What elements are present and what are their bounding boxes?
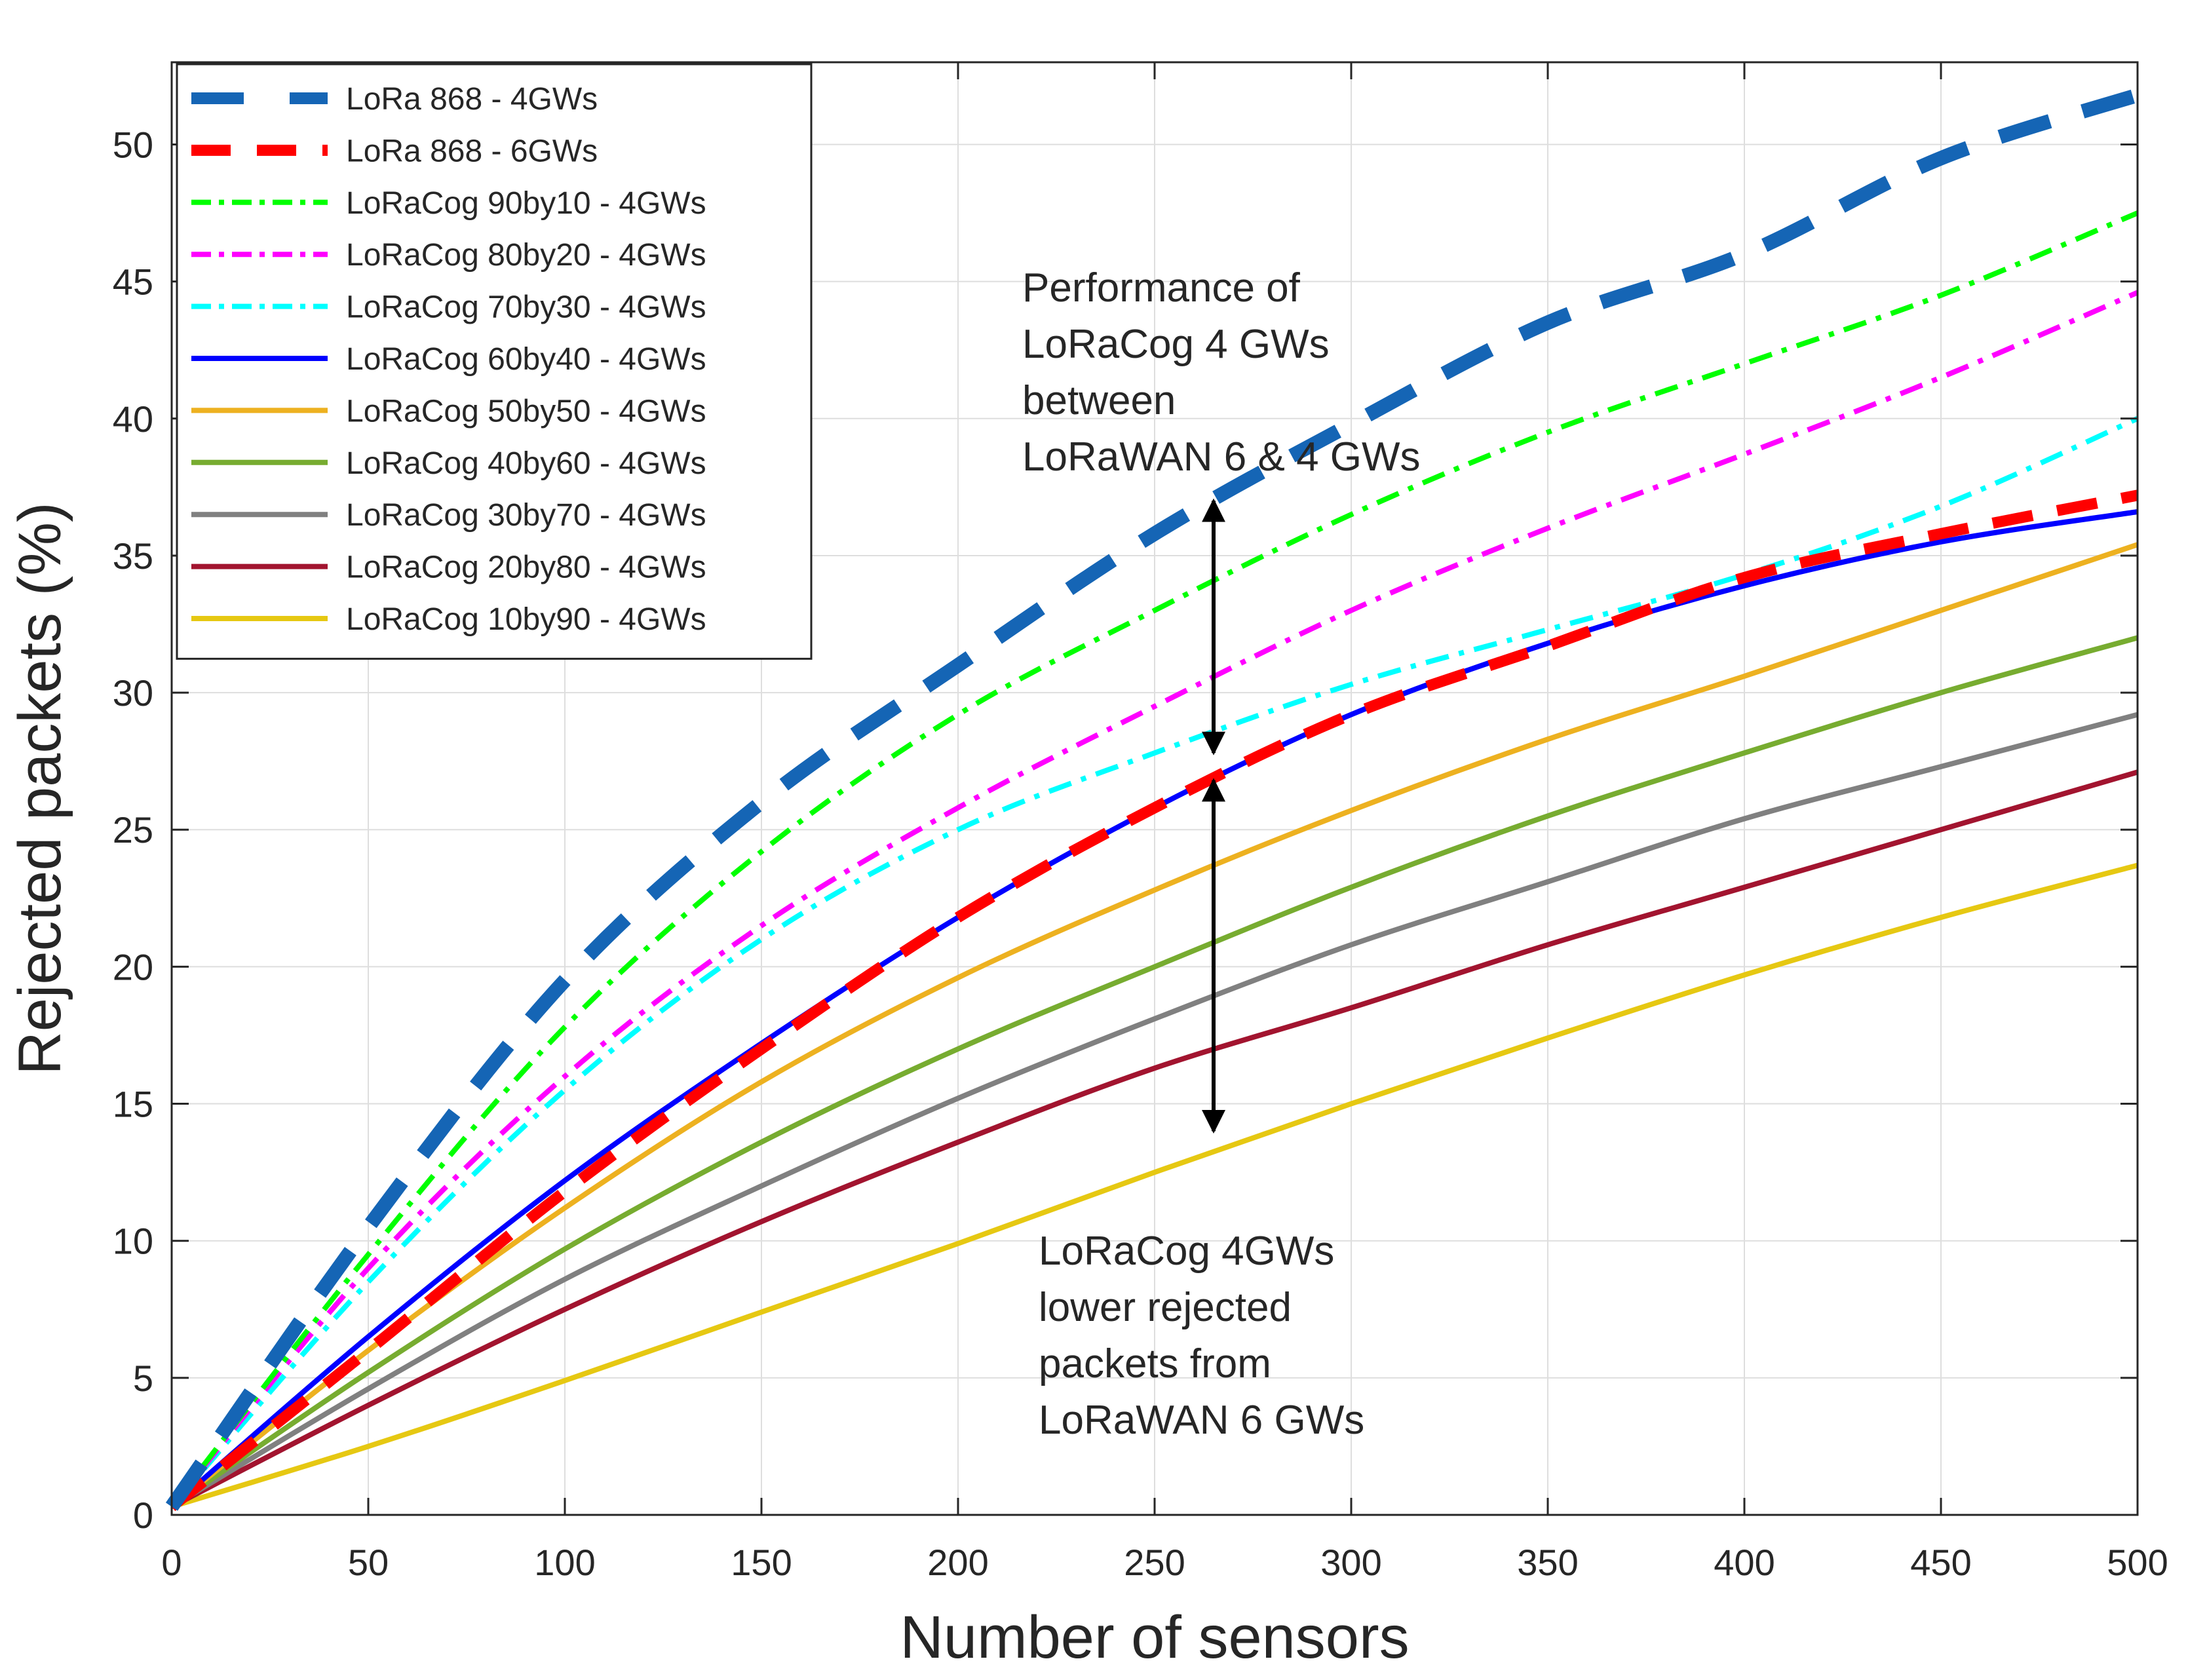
x-ticks: 0 50 100 150 200 250 300 350 400 450 500	[161, 62, 2168, 1583]
annotation-text: lower rejected	[1039, 1285, 1292, 1330]
x-axis-label: Number of sensors	[900, 1604, 1409, 1671]
y-tick-label: 5	[133, 1358, 153, 1399]
annotation-text: LoRaWAN 6 & 4 GWs	[1022, 434, 1421, 480]
x-tick-label: 450	[1910, 1542, 1971, 1583]
series-line	[170, 862, 2139, 1510]
legend-label: LoRaCog 90by10 - 4GWs	[346, 186, 706, 221]
annotation-text: packets from	[1039, 1341, 1271, 1386]
legend-label: LoRaCog 40by60 - 4GWs	[346, 446, 706, 481]
y-tick-label: 45	[113, 261, 153, 303]
series-line	[168, 489, 2139, 1512]
legend-label: LoRaCog 30by70 - 4GWs	[346, 498, 706, 533]
legend-label: LoRaCog 80by20 - 4GWs	[346, 238, 706, 273]
series-line	[169, 290, 2139, 1509]
series-line	[165, 88, 2140, 1511]
series-line	[170, 509, 2138, 1509]
series-line	[170, 712, 2139, 1509]
y-tick-label: 30	[113, 672, 153, 714]
legend-box	[176, 63, 813, 660]
x-tick-label: 350	[1517, 1542, 1578, 1583]
x-tick-label: 50	[348, 1542, 389, 1583]
series-line	[170, 542, 2139, 1509]
legend-label: LoRa 868 - 6GWs	[346, 134, 598, 168]
y-axis-label: Rejected packets (%)	[7, 502, 73, 1075]
y-tick-label: 50	[113, 124, 153, 165]
series-line	[169, 210, 2139, 1508]
x-tick-label: 300	[1320, 1542, 1381, 1583]
legend-label: LoRaCog 50by50 - 4GWs	[346, 394, 706, 429]
y-tick-label: 25	[113, 809, 153, 850]
series-line	[169, 416, 2139, 1509]
y-tick-label: 35	[113, 535, 153, 577]
y-tick-label: 0	[133, 1495, 153, 1536]
x-tick-label: 400	[1714, 1542, 1775, 1583]
annotation-text: LoRaWAN 6 GWs	[1039, 1398, 1364, 1443]
x-tick-label: 150	[731, 1542, 792, 1583]
legend-label: LoRa 868 - 4GWs	[346, 82, 598, 117]
x-tick-label: 0	[161, 1542, 182, 1583]
annotation-text: Performance of	[1022, 265, 1301, 311]
series-line	[170, 769, 2139, 1510]
annotations: Performance of LoRaCog 4 GWs between LoRaWA…	[1022, 265, 1421, 1443]
y-tick-label: 40	[113, 398, 153, 440]
annotation-text: LoRaCog 4 GWs	[1022, 322, 1330, 367]
y-tick-label: 10	[113, 1221, 153, 1262]
x-tick-label: 250	[1124, 1542, 1185, 1583]
x-tick-label: 200	[927, 1542, 988, 1583]
series-group	[165, 88, 2140, 1512]
legend-label: LoRaCog 10by90 - 4GWs	[346, 602, 706, 637]
y-ticks: 0 5 10 15 20 25 30 35 40 45 50	[113, 124, 2138, 1536]
x-tick-label: 100	[534, 1542, 595, 1583]
x-tick-label: 500	[2107, 1542, 2168, 1583]
y-tick-label: 20	[113, 946, 153, 987]
legend-label: LoRaCog 70by30 - 4GWs	[346, 290, 706, 325]
series-line	[170, 635, 2139, 1509]
annotation-text: between	[1022, 378, 1176, 423]
annotation-text: LoRaCog 4GWs	[1039, 1229, 1334, 1274]
y-tick-label: 15	[113, 1084, 153, 1125]
legend-label: LoRaCog 20by80 - 4GWs	[346, 550, 706, 585]
legend-label: LoRaCog 60by40 - 4GWs	[346, 342, 706, 377]
legend: LoRa 868 - 4GWs LoRa 868 - 6GWs LoRaCog 90…	[176, 63, 813, 660]
